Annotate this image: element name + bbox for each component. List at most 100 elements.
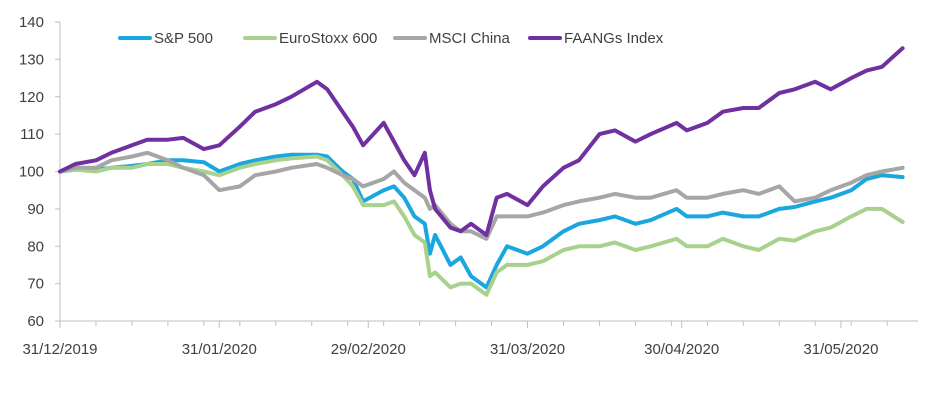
data-point	[448, 285, 453, 289]
legend-item: S&P 500	[118, 30, 213, 47]
data-point	[274, 102, 278, 106]
data-point	[469, 282, 473, 286]
data-point	[865, 69, 869, 73]
series-msci-china	[58, 150, 905, 241]
data-point	[633, 248, 638, 252]
data-point	[412, 173, 417, 177]
data-point	[561, 166, 566, 170]
data-point	[402, 158, 406, 162]
data-point	[459, 229, 463, 233]
data-point	[561, 248, 566, 252]
data-point	[351, 125, 355, 129]
data-point	[705, 214, 710, 218]
data-point	[484, 237, 488, 241]
data-point	[777, 184, 781, 188]
data-point	[392, 169, 396, 174]
data-point	[428, 252, 432, 256]
data-point	[829, 226, 833, 230]
data-point	[181, 158, 185, 162]
data-point	[217, 173, 221, 177]
y-tick-label: 120	[19, 89, 44, 106]
data-point	[613, 128, 617, 132]
data-point	[849, 188, 853, 192]
data-point	[325, 166, 329, 170]
data-point	[777, 207, 781, 211]
data-point	[597, 244, 602, 248]
data-point	[166, 158, 170, 162]
data-point	[880, 207, 884, 211]
data-point	[633, 196, 638, 200]
data-point	[813, 196, 817, 200]
data-point	[901, 46, 905, 50]
data-point	[392, 199, 396, 203]
data-point	[351, 184, 355, 188]
data-point	[459, 255, 463, 260]
y-tick-label: 70	[27, 276, 44, 293]
legend-item: FAANGs Index	[528, 30, 664, 47]
data-point	[130, 154, 134, 159]
data-point	[412, 188, 417, 192]
data-point	[865, 177, 869, 181]
data-point	[217, 188, 221, 192]
legend-label: S&P 500	[154, 30, 213, 47]
data-point	[685, 244, 689, 248]
data-point	[166, 138, 170, 142]
y-tick-label: 90	[27, 201, 44, 218]
legend-item: EuroStoxx 600	[243, 30, 377, 47]
data-point	[289, 156, 293, 160]
data-point	[865, 173, 869, 177]
data-point	[361, 184, 365, 188]
data-point	[541, 211, 545, 215]
series-line	[58, 152, 905, 290]
data-point	[202, 173, 206, 177]
data-point	[613, 214, 617, 218]
data-point	[217, 143, 221, 147]
data-point	[94, 158, 98, 162]
data-point	[433, 207, 437, 211]
data-point	[217, 169, 221, 174]
data-point	[274, 158, 278, 162]
data-point	[289, 166, 293, 170]
data-point	[674, 188, 679, 192]
data-point	[423, 196, 427, 200]
data-point	[484, 233, 488, 237]
data-point	[757, 192, 761, 196]
data-point	[901, 220, 905, 224]
data-point	[94, 169, 98, 174]
data-point	[757, 106, 761, 110]
data-point	[613, 192, 617, 196]
y-axis: 60 70 80 90 100 110 120 130 140	[19, 14, 61, 330]
data-point	[813, 80, 817, 84]
data-point	[577, 199, 581, 203]
data-point	[793, 87, 797, 91]
data-point	[459, 282, 463, 286]
x-tick-label: 31/05/2020	[803, 341, 878, 358]
data-point	[741, 244, 745, 248]
data-point	[577, 244, 581, 248]
data-point	[448, 226, 453, 230]
data-point	[757, 248, 761, 252]
data-point	[289, 95, 293, 99]
data-point	[633, 222, 638, 226]
y-tick-label: 110	[20, 126, 44, 143]
data-point	[423, 240, 427, 245]
data-point	[428, 274, 432, 278]
series-line	[58, 46, 905, 237]
data-point	[73, 162, 77, 166]
data-point	[541, 259, 545, 263]
data-point	[145, 162, 149, 166]
data-point	[597, 196, 602, 200]
y-tick-label: 60	[27, 313, 44, 330]
data-point	[505, 192, 509, 196]
data-point	[469, 274, 473, 278]
legend-item: MSCI China	[393, 30, 511, 47]
data-point	[495, 214, 499, 218]
data-point	[495, 270, 499, 274]
data-point	[721, 192, 725, 196]
data-point	[253, 173, 257, 177]
x-tick-label: 30/04/2020	[644, 341, 719, 358]
data-point	[94, 166, 98, 170]
data-point	[577, 158, 581, 162]
data-point	[315, 154, 319, 159]
